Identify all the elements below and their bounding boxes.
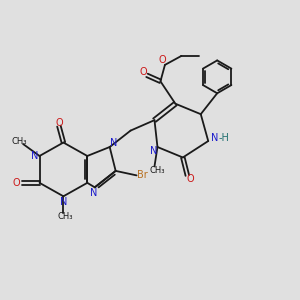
Text: N: N <box>31 151 39 161</box>
Text: O: O <box>140 67 147 77</box>
Text: O: O <box>12 178 20 188</box>
Text: -H: -H <box>218 133 229 143</box>
Text: N: N <box>60 197 67 207</box>
Text: O: O <box>159 55 167 65</box>
Text: CH₃: CH₃ <box>57 212 73 221</box>
Text: N: N <box>211 133 218 143</box>
Text: N: N <box>90 188 97 198</box>
Text: O: O <box>55 118 63 128</box>
Text: CH₃: CH₃ <box>12 136 27 146</box>
Text: O: O <box>187 174 194 184</box>
Text: N: N <box>110 138 117 148</box>
Text: CH₃: CH₃ <box>150 166 165 175</box>
Text: Br: Br <box>137 170 148 180</box>
Text: N: N <box>150 146 158 157</box>
